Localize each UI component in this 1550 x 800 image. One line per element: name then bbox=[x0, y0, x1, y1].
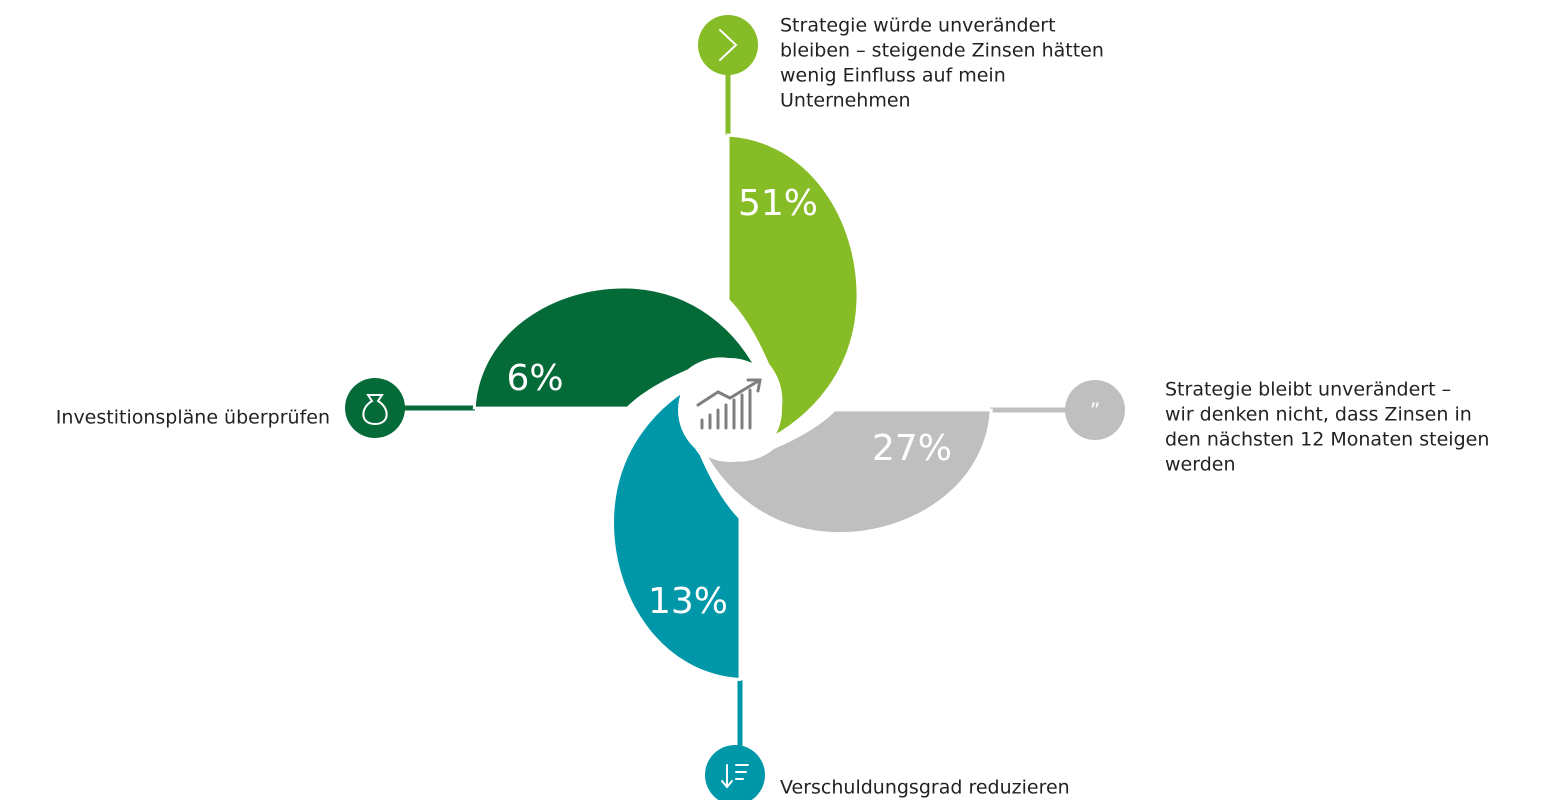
label-line: Verschuldungsgrad reduzieren bbox=[780, 777, 1070, 799]
icon-circle bbox=[1065, 380, 1125, 440]
label-line: den nächsten 12 Monaten steigen bbox=[1165, 429, 1489, 451]
label-line: bleiben – steigende Zinsen hätten bbox=[780, 40, 1104, 62]
label-line: werden bbox=[1165, 454, 1236, 476]
label-line: wir denken nicht, dass Zinsen in bbox=[1165, 404, 1472, 426]
icon-circle bbox=[705, 745, 765, 800]
center-circle bbox=[678, 358, 782, 462]
icon-circle bbox=[345, 378, 405, 438]
icon-sort bbox=[721, 764, 749, 789]
icon-bag bbox=[362, 394, 388, 426]
label-line: Strategie würde unverändert bbox=[780, 15, 1056, 37]
percentage: 13% bbox=[648, 581, 728, 622]
petal bbox=[726, 133, 860, 447]
label-line: wenig Einfluss auf mein bbox=[780, 65, 1006, 87]
percentage: 27% bbox=[872, 428, 952, 469]
icon-quote: ” bbox=[1090, 399, 1100, 423]
label-line: Unternehmen bbox=[780, 90, 911, 112]
label-line: Investitionspläne überprüfen bbox=[56, 407, 330, 429]
icon-circle bbox=[698, 15, 758, 75]
icon-chevron bbox=[719, 29, 738, 61]
center-icon bbox=[696, 378, 762, 430]
percentage: 51% bbox=[738, 183, 818, 224]
icon-arrowhead bbox=[746, 378, 762, 393]
percentage: 6% bbox=[506, 358, 563, 399]
label-line: Strategie bleibt unverändert – bbox=[1165, 379, 1451, 401]
icon-arrow bbox=[696, 378, 762, 407]
